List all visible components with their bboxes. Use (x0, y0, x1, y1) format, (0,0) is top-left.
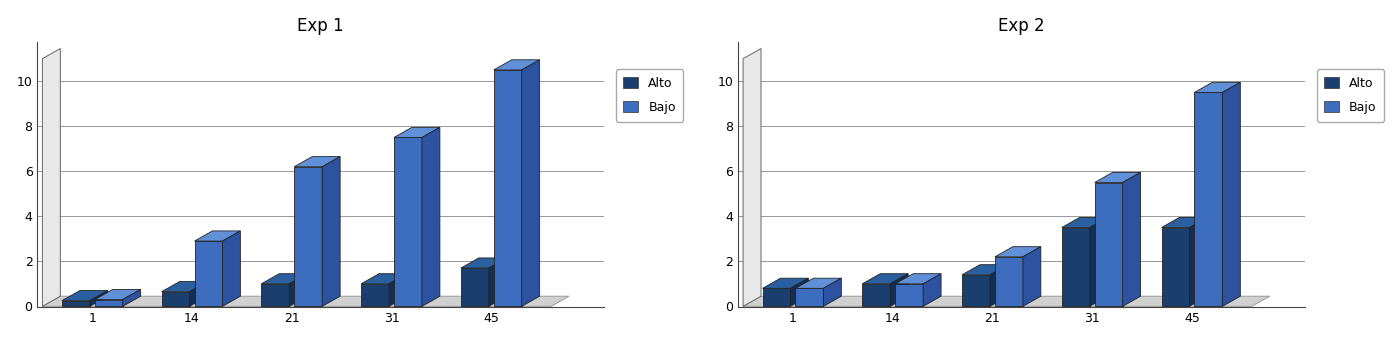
Polygon shape (294, 167, 322, 306)
Polygon shape (1061, 218, 1107, 227)
Polygon shape (1023, 247, 1040, 306)
Polygon shape (389, 274, 407, 306)
Polygon shape (123, 289, 140, 306)
Polygon shape (763, 288, 791, 306)
Polygon shape (489, 258, 507, 306)
Polygon shape (1123, 172, 1141, 306)
Polygon shape (1061, 227, 1089, 306)
Polygon shape (895, 274, 941, 284)
Polygon shape (962, 275, 990, 306)
Polygon shape (90, 291, 108, 306)
Polygon shape (62, 301, 90, 306)
Polygon shape (995, 257, 1023, 306)
Polygon shape (895, 284, 923, 306)
Polygon shape (262, 284, 290, 306)
Polygon shape (294, 157, 340, 167)
Polygon shape (189, 281, 207, 306)
Polygon shape (791, 278, 808, 306)
Polygon shape (795, 288, 823, 306)
Polygon shape (95, 289, 140, 300)
Polygon shape (494, 60, 539, 70)
Polygon shape (62, 291, 108, 301)
Polygon shape (823, 278, 841, 306)
Polygon shape (421, 127, 440, 306)
Polygon shape (890, 274, 909, 306)
Polygon shape (461, 258, 507, 268)
Legend: Alto, Bajo: Alto, Bajo (616, 69, 683, 121)
Polygon shape (262, 274, 307, 284)
Polygon shape (223, 231, 241, 306)
Polygon shape (1194, 92, 1222, 306)
Polygon shape (1095, 183, 1123, 306)
Polygon shape (393, 137, 421, 306)
Polygon shape (494, 70, 522, 306)
Polygon shape (42, 49, 60, 306)
Legend: Alto, Bajo: Alto, Bajo (1316, 69, 1385, 121)
Polygon shape (1190, 218, 1207, 306)
Polygon shape (1095, 172, 1141, 183)
Polygon shape (1222, 82, 1240, 306)
Polygon shape (1194, 82, 1240, 92)
Title: Exp 1: Exp 1 (297, 17, 344, 35)
Polygon shape (1089, 218, 1107, 306)
Polygon shape (795, 278, 841, 288)
Polygon shape (990, 265, 1008, 306)
Polygon shape (923, 274, 941, 306)
Polygon shape (522, 60, 539, 306)
Polygon shape (461, 268, 489, 306)
Title: Exp 2: Exp 2 (998, 17, 1044, 35)
Polygon shape (195, 231, 241, 241)
Polygon shape (161, 292, 189, 306)
Polygon shape (322, 157, 340, 306)
Polygon shape (862, 284, 890, 306)
Polygon shape (393, 127, 440, 137)
Polygon shape (195, 241, 223, 306)
Polygon shape (161, 281, 207, 292)
Polygon shape (1162, 227, 1190, 306)
Polygon shape (1162, 218, 1207, 227)
Polygon shape (290, 274, 307, 306)
Polygon shape (962, 265, 1008, 275)
Polygon shape (763, 278, 808, 288)
Polygon shape (361, 284, 389, 306)
Polygon shape (95, 300, 123, 306)
Polygon shape (995, 247, 1040, 257)
Polygon shape (743, 296, 1270, 306)
Polygon shape (42, 296, 568, 306)
Polygon shape (862, 274, 909, 284)
Polygon shape (361, 274, 407, 284)
Polygon shape (743, 49, 762, 306)
